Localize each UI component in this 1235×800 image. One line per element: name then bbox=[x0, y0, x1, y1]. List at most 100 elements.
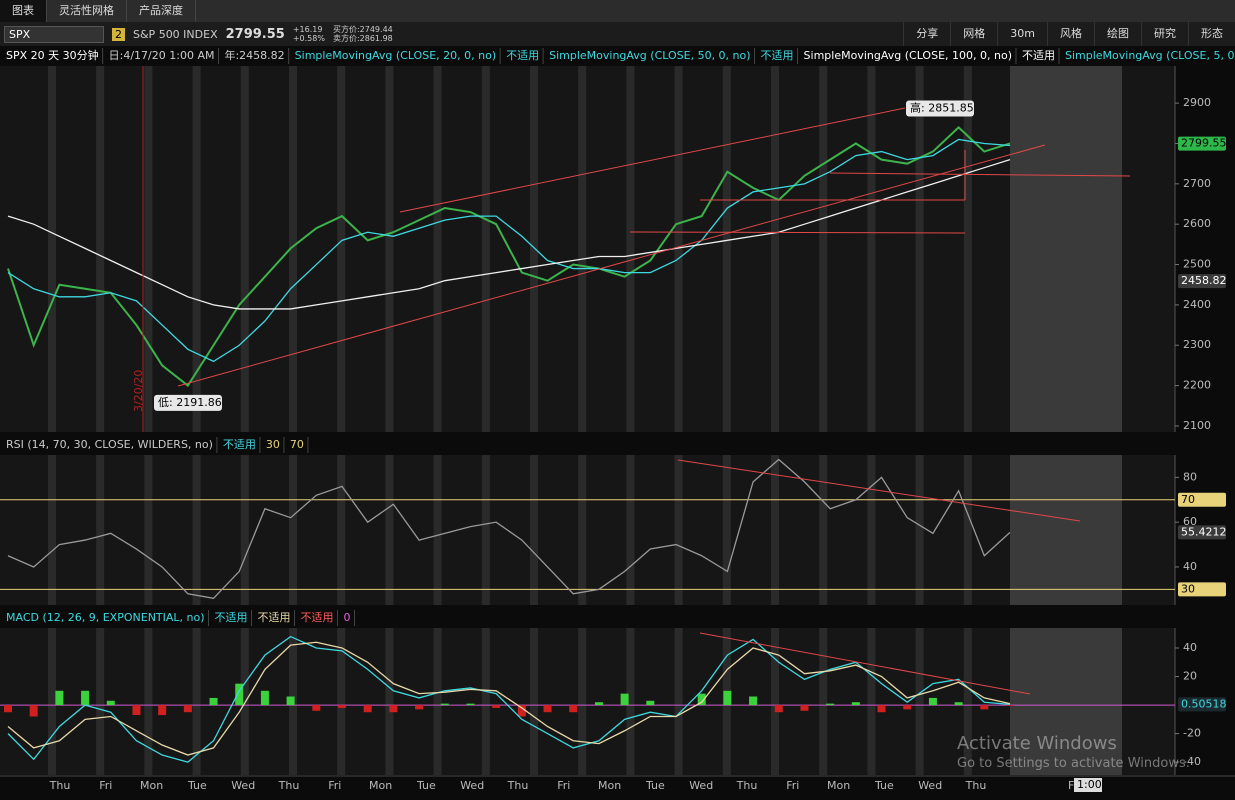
legend-entry: 不适用 bbox=[301, 611, 334, 624]
histogram-bar bbox=[338, 705, 346, 708]
legend-entry: 30 bbox=[266, 438, 280, 451]
session-band bbox=[771, 455, 779, 605]
price-marker bbox=[1178, 582, 1226, 597]
trend-line bbox=[677, 459, 1081, 522]
y-tick-label: 20 bbox=[1183, 670, 1197, 683]
toolbar-button[interactable]: 形态 bbox=[1188, 22, 1235, 46]
histogram-bar bbox=[440, 703, 449, 706]
session-band bbox=[289, 66, 297, 432]
cursor-day: F bbox=[1068, 779, 1074, 792]
session-band bbox=[530, 455, 538, 605]
toolbar-button[interactable]: 30m bbox=[997, 22, 1047, 46]
histogram-bar bbox=[4, 705, 12, 713]
histogram-bar bbox=[517, 705, 526, 717]
y-tick-label: 40 bbox=[1183, 641, 1197, 654]
legend-entry: 不适用 bbox=[258, 611, 291, 624]
x-tick-label: Mon bbox=[827, 779, 850, 792]
histogram-bar bbox=[903, 705, 912, 710]
session-band bbox=[674, 66, 683, 432]
histogram-bar bbox=[749, 696, 758, 706]
watermark-subtitle: Go to Settings to activate Windows. bbox=[957, 756, 1190, 771]
annotation-box bbox=[906, 100, 974, 117]
toolbar-button[interactable]: 风格 bbox=[1047, 22, 1094, 46]
session-band bbox=[530, 628, 538, 775]
x-tick-label: Fri bbox=[328, 779, 341, 792]
symbol-box[interactable]: SPX bbox=[4, 25, 104, 43]
y-tick-label: 2900 bbox=[1183, 96, 1211, 109]
series-line bbox=[7, 641, 1011, 756]
histogram-bar bbox=[723, 690, 732, 706]
tab[interactable]: 图表 bbox=[0, 0, 47, 22]
session-band bbox=[240, 628, 249, 775]
histogram-bar bbox=[183, 705, 192, 713]
future-area bbox=[1010, 455, 1122, 605]
legend-entry: 不适用 bbox=[215, 611, 248, 624]
x-tick-label: Tue bbox=[874, 779, 894, 792]
watermark: Activate Windows Go to Settings to activa… bbox=[957, 733, 1190, 771]
histogram-bar bbox=[466, 703, 475, 706]
legend-entry: 0 bbox=[344, 611, 351, 624]
session-band bbox=[48, 455, 56, 605]
session-band bbox=[819, 66, 828, 432]
session-band bbox=[722, 66, 731, 432]
session-band bbox=[530, 66, 538, 432]
histogram-bar bbox=[132, 705, 141, 716]
histogram-bar bbox=[286, 696, 295, 706]
trend-line bbox=[829, 172, 1131, 177]
histogram-bar bbox=[29, 705, 38, 717]
quote: 买方价:2749.44 卖方价:2861.98 bbox=[333, 25, 393, 43]
x-tick-label: Thu bbox=[49, 779, 71, 792]
session-band bbox=[96, 455, 105, 605]
legend-entry: SPX 20 天 30分钟 bbox=[6, 48, 99, 62]
watermark-title: Activate Windows bbox=[957, 733, 1117, 754]
price-marker bbox=[1178, 492, 1226, 507]
histogram-bar bbox=[312, 705, 321, 711]
histogram-bar bbox=[569, 705, 578, 713]
session-band bbox=[963, 66, 972, 432]
x-tick-label: Tue bbox=[187, 779, 207, 792]
session-band bbox=[722, 455, 731, 605]
legend-entry: 年:2458.82 bbox=[224, 48, 284, 62]
tab[interactable]: 产品深度 bbox=[127, 0, 196, 22]
toolbar-button[interactable]: 研究 bbox=[1141, 22, 1188, 46]
legend-entry: 不适用 bbox=[1022, 49, 1055, 62]
link-badge[interactable]: 2 bbox=[112, 27, 125, 41]
histogram-bar bbox=[954, 702, 963, 706]
description: S&P 500 INDEX bbox=[133, 27, 218, 41]
toolbar-buttons: 分享 网格 30m 风格 绘图 研究 形态 bbox=[903, 22, 1235, 46]
toolbar-button[interactable]: 分享 bbox=[903, 22, 950, 46]
y-tick-label: -20 bbox=[1183, 727, 1201, 740]
toolbar-button[interactable]: 网格 bbox=[950, 22, 997, 46]
y-tick-label: 2100 bbox=[1183, 419, 1211, 432]
histogram-bar bbox=[389, 705, 398, 713]
price-marker-label: 2458.82 bbox=[1181, 274, 1227, 287]
x-tick-label: Thu bbox=[736, 779, 758, 792]
annotation-box bbox=[154, 394, 222, 411]
session-band bbox=[192, 455, 201, 605]
y-tick-label: 60 bbox=[1183, 515, 1197, 528]
histogram-bar bbox=[260, 690, 269, 706]
session-band bbox=[915, 66, 924, 432]
toolbar: SPX 2 S&P 500 INDEX 2799.55 +16.19 +0.58%… bbox=[0, 22, 1235, 46]
x-tick-label: Fri bbox=[99, 779, 112, 792]
histogram-bar bbox=[209, 697, 218, 706]
price-marker-label: 2799.55 bbox=[1181, 137, 1227, 150]
legend-entry: SimpleMovingAvg (CLOSE, 50, 0, no) bbox=[549, 49, 750, 62]
session-band bbox=[867, 66, 876, 432]
price-marker-label: 0.50518 bbox=[1181, 697, 1227, 710]
session-band bbox=[963, 455, 972, 605]
histogram-bar bbox=[620, 693, 629, 706]
session-band bbox=[144, 66, 153, 432]
legend-entry: SimpleMovingAvg (CLOSE, 5, 0,... bbox=[1065, 49, 1235, 62]
tab[interactable]: 灵活性网格 bbox=[47, 0, 127, 22]
legend-entry: 70 bbox=[290, 438, 304, 451]
session-band bbox=[433, 66, 442, 432]
session-band bbox=[385, 66, 394, 432]
series-line bbox=[7, 138, 1011, 363]
x-tick-label: Mon bbox=[369, 779, 392, 792]
toolbar-button[interactable]: 绘图 bbox=[1094, 22, 1141, 46]
session-band bbox=[385, 628, 394, 775]
session-band bbox=[626, 66, 635, 432]
